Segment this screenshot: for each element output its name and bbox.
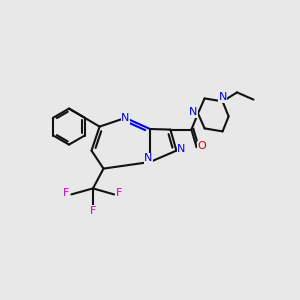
Text: N: N [189, 107, 197, 117]
Text: N: N [218, 92, 227, 102]
Text: N: N [177, 144, 186, 154]
Text: F: F [116, 188, 123, 199]
Text: F: F [90, 206, 96, 216]
Text: N: N [121, 113, 130, 123]
Text: N: N [144, 153, 153, 164]
Text: F: F [63, 188, 70, 199]
Text: O: O [197, 141, 206, 152]
